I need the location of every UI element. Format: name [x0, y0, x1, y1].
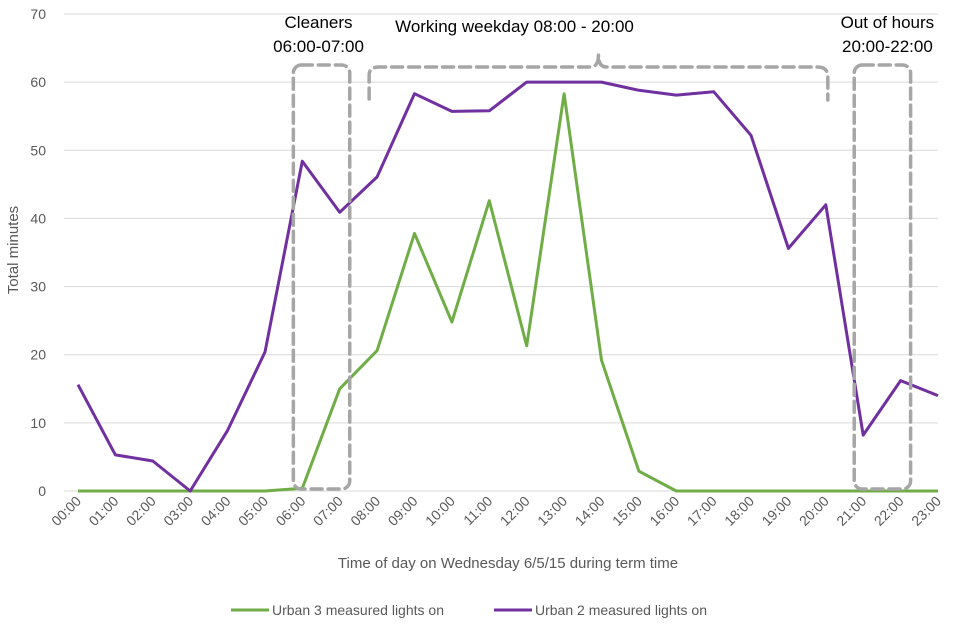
- x-tick-label: 10:00: [422, 493, 458, 529]
- annotation-label: Out of hours: [841, 13, 935, 32]
- x-tick-label: 20:00: [796, 493, 832, 529]
- y-tick-labels: 0 10 20 30 40 50 60 70: [30, 6, 46, 499]
- legend: Urban 3 measured lights on Urban 2 measur…: [231, 602, 707, 618]
- x-tick-label: 07:00: [310, 493, 346, 529]
- x-tick-label: 12:00: [497, 493, 533, 529]
- series-line-2: [76, 80, 939, 493]
- series-lines: [76, 80, 939, 493]
- annotations: Cleaners 06:00-07:00 Working weekday 08:00…: [273, 13, 935, 491]
- y-tick-label: 60: [30, 74, 46, 90]
- x-tick-label: 03:00: [160, 493, 196, 529]
- annotation-label: Cleaners: [285, 13, 353, 32]
- annotation-box: [291, 63, 352, 491]
- y-tick-label: 0: [38, 483, 46, 499]
- x-tick-label: 00:00: [48, 493, 84, 529]
- annotation-label: 06:00-07:00: [273, 37, 364, 56]
- y-tick-label: 50: [30, 142, 46, 158]
- x-tick-label: 04:00: [198, 493, 234, 529]
- y-tick-label: 30: [30, 279, 46, 295]
- x-tick-label: 19:00: [758, 493, 794, 529]
- x-axis-title: Time of day on Wednesday 6/5/15 during t…: [338, 555, 678, 572]
- y-axis-title: Total minutes: [5, 206, 22, 294]
- x-tick-label: 08:00: [347, 493, 383, 529]
- y-tick-label: 10: [30, 415, 46, 431]
- annotation-label: 20:00-22:00: [842, 37, 933, 56]
- x-tick-label: 23:00: [908, 493, 944, 529]
- gridlines: [64, 13, 938, 492]
- x-tick-label: 17:00: [684, 493, 720, 529]
- x-tick-label: 22:00: [871, 493, 907, 529]
- x-tick-label: 13:00: [534, 493, 570, 529]
- annotation-box: [852, 63, 913, 491]
- x-tick-label: 14:00: [572, 493, 608, 529]
- y-tick-label: 20: [30, 347, 46, 363]
- x-tick-label: 11:00: [460, 493, 496, 529]
- legend-label: Urban 2 measured lights on: [535, 602, 707, 618]
- annotation-bracket: [367, 54, 830, 102]
- x-tick-label: 18:00: [721, 493, 757, 529]
- y-tick-label: 40: [30, 210, 46, 226]
- x-tick-label: 15:00: [609, 493, 645, 529]
- x-tick-label: 02:00: [123, 493, 159, 529]
- series-line-1: [78, 92, 938, 493]
- x-tick-labels: 00:00 01:00 02:00 03:00 04:00 05:00 06:00 07:00…: [48, 493, 944, 529]
- x-tick-label: 21:00: [833, 493, 869, 529]
- x-tick-label: 01:00: [85, 493, 121, 529]
- legend-label: Urban 3 measured lights on: [272, 602, 444, 618]
- x-tick-label: 09:00: [385, 493, 421, 529]
- x-tick-label: 06:00: [272, 493, 308, 529]
- x-tick-label: 16:00: [646, 493, 682, 529]
- y-tick-label: 70: [30, 6, 46, 22]
- x-tick-label: 05:00: [235, 493, 271, 529]
- annotation-label: Working weekday 08:00 - 20:00: [395, 17, 634, 36]
